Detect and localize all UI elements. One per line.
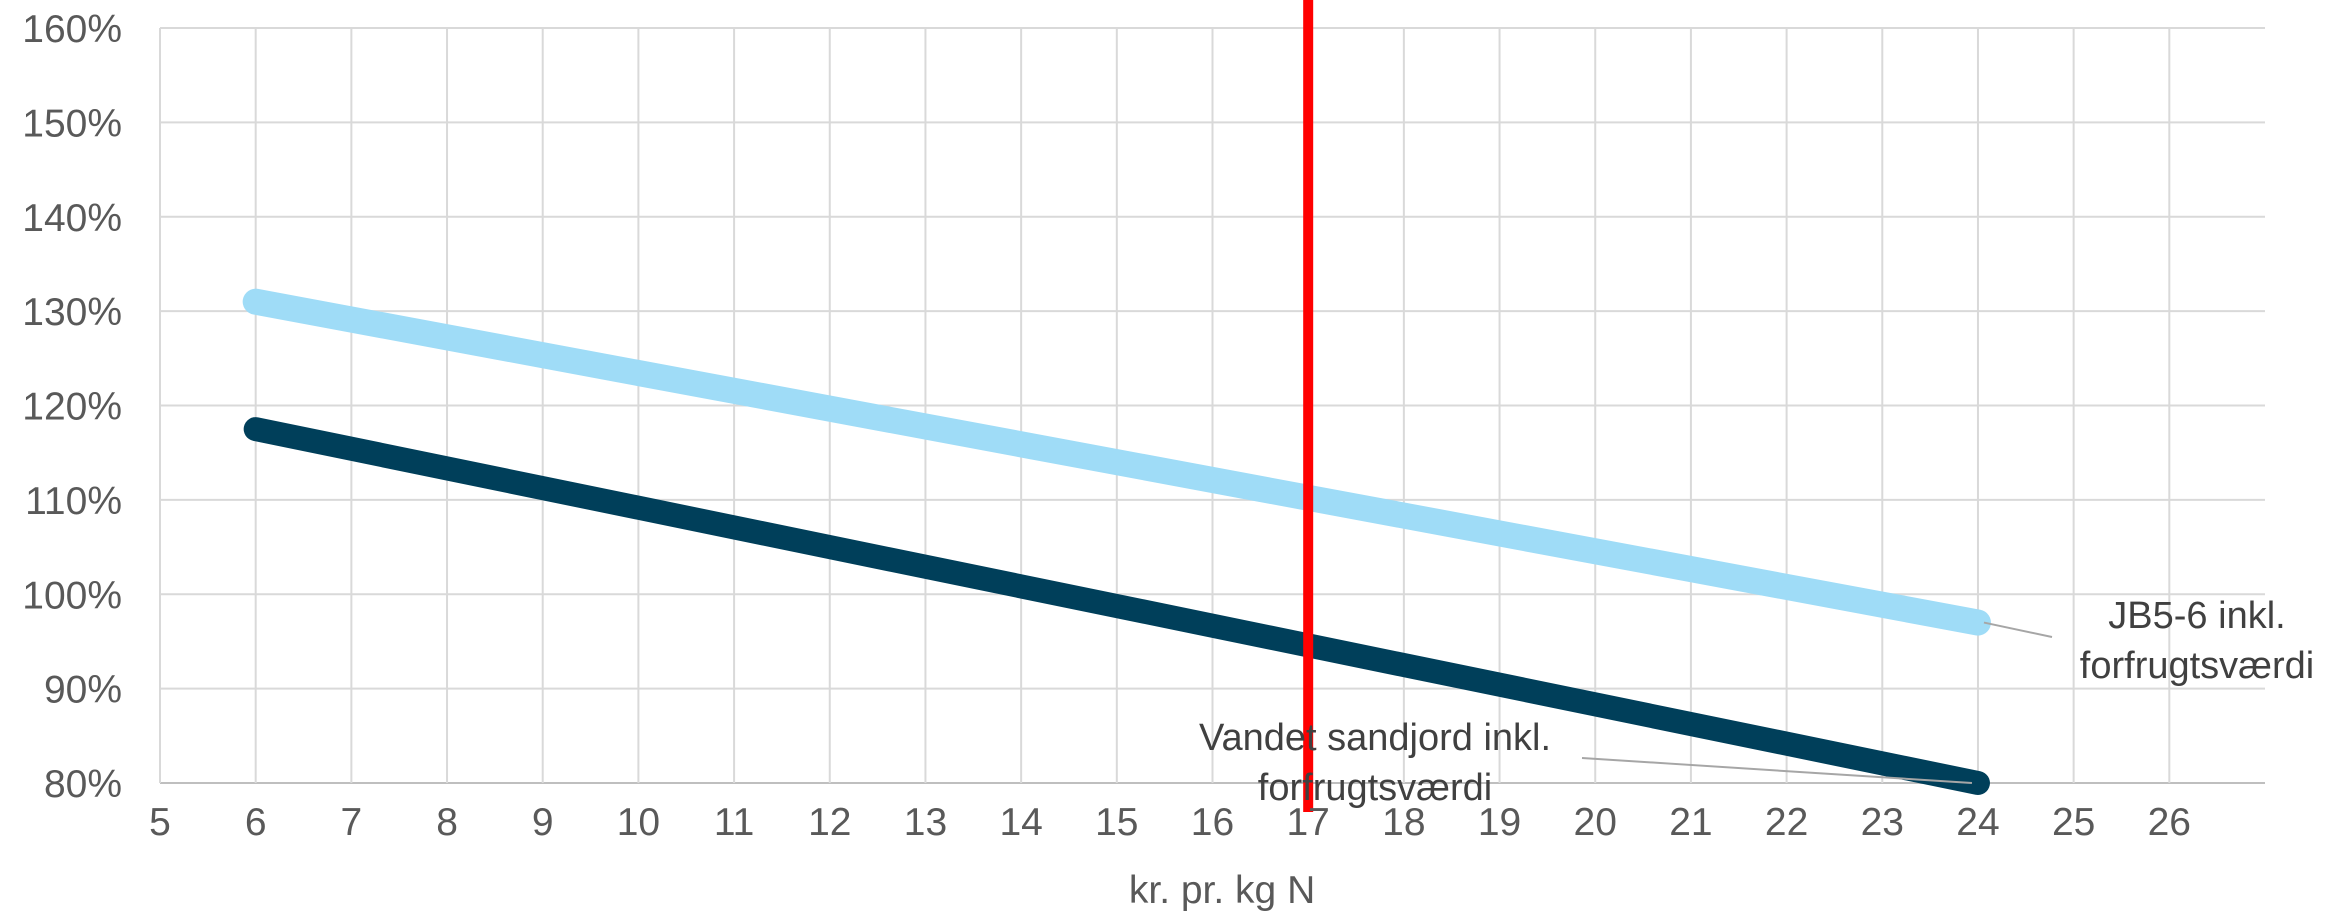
series-label: JB5-6 inkl. <box>2108 595 2285 637</box>
x-tick-label: 6 <box>245 801 267 844</box>
x-tick-label: 5 <box>149 801 171 844</box>
y-tick-label: 140% <box>22 197 122 240</box>
x-tick-label: 14 <box>999 801 1042 844</box>
series-labels: JB5-6 inkl. forfrugtsværdi Vandet sandjord… <box>1199 595 2314 809</box>
y-tick-label: 150% <box>22 102 122 145</box>
y-tick-label: 120% <box>22 386 122 429</box>
x-tick-label: 12 <box>808 801 851 844</box>
x-tick-label: 17 <box>1286 801 1329 844</box>
x-axis-title: kr. pr. kg N <box>1129 869 1315 912</box>
y-tick-label: 130% <box>22 291 122 334</box>
series-label: forfrugtsværdi <box>1258 767 1492 809</box>
x-tick-label: 8 <box>436 801 458 844</box>
x-tick-label: 16 <box>1191 801 1234 844</box>
series-group <box>242 288 1991 795</box>
y-tick-label: 90% <box>44 669 122 712</box>
tick-labels: 80% 90% 100% 110% 120% 130% 140% 150% 160% 5 6 7 8 9 1… <box>22 8 2191 844</box>
series-line <box>242 288 1991 636</box>
x-tick-label: 10 <box>617 801 660 844</box>
series-line <box>243 417 1990 795</box>
x-tick-label: 19 <box>1478 801 1521 844</box>
series-label: Vandet sandjord inkl. <box>1199 717 1551 759</box>
x-tick-label: 18 <box>1382 801 1425 844</box>
y-tick-label: 80% <box>44 763 122 806</box>
x-tick-label: 20 <box>1574 801 1617 844</box>
x-tick-label: 26 <box>2148 801 2191 844</box>
x-tick-label: 25 <box>2052 801 2095 844</box>
y-tick-label: 160% <box>22 8 122 51</box>
x-tick-label: 24 <box>1956 801 1999 844</box>
x-tick-label: 11 <box>714 801 755 844</box>
x-tick-label: 7 <box>341 801 363 844</box>
y-tick-label: 110% <box>25 480 122 523</box>
x-tick-label: 13 <box>904 801 947 844</box>
x-tick-label: 23 <box>1861 801 1904 844</box>
y-tick-label: 100% <box>22 574 122 617</box>
x-tick-label: 15 <box>1095 801 1138 844</box>
series-label-leader <box>1983 621 2053 638</box>
x-tick-label: 22 <box>1765 801 1808 844</box>
x-tick-label: 21 <box>1669 801 1712 844</box>
gridlines <box>159 27 2265 784</box>
x-tick-label: 9 <box>532 801 554 844</box>
series-label: forfrugtsværdi <box>2080 645 2314 687</box>
series-label-leader <box>1581 757 1973 784</box>
